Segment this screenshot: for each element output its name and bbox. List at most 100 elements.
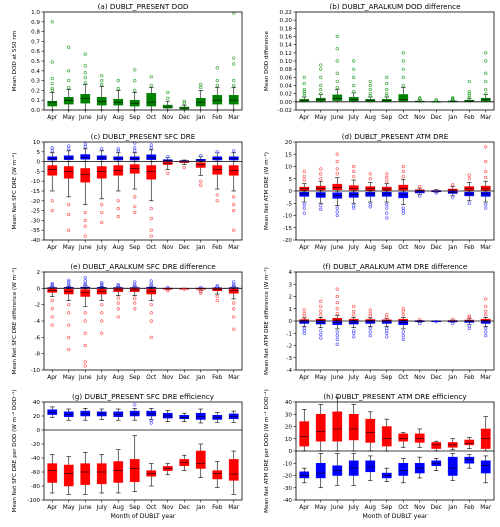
flier-point: [401, 313, 405, 317]
box-blue: [96, 155, 107, 160]
flier-point: [434, 98, 438, 102]
y-tick-label: 0.18: [280, 26, 293, 32]
flier-point: [215, 78, 219, 83]
flier-point: [100, 74, 104, 78]
box-red: [480, 185, 491, 191]
x-tick-label: Apr: [299, 245, 310, 251]
x-tick-label: Apr: [47, 375, 58, 381]
box-red: [299, 421, 310, 447]
x-tick-label: Jan: [195, 245, 205, 251]
flier-point: [83, 142, 87, 146]
flier-point: [335, 167, 339, 171]
flier-point: [335, 34, 339, 39]
x-tick-label: Aug: [365, 115, 377, 121]
box-green: [162, 104, 173, 109]
box-red: [129, 459, 140, 483]
box-red: [47, 288, 58, 293]
box-blue: [80, 410, 91, 417]
flier-point: [199, 154, 203, 158]
box-green: [146, 93, 157, 107]
x-tick-label: Sep: [129, 115, 140, 121]
flier-point: [484, 79, 488, 84]
flier-point: [199, 85, 203, 90]
flier-point: [352, 169, 356, 173]
y-tick-label: -15: [283, 226, 293, 232]
y-tick-label: 0.9: [31, 20, 40, 26]
flier-point: [319, 167, 323, 171]
box-blue: [398, 321, 409, 325]
y-tick-label: -35: [31, 228, 41, 234]
x-tick-label: Mar: [480, 245, 492, 251]
y-tick-label: 10: [285, 165, 293, 171]
flier-point: [484, 145, 488, 149]
x-tick-label: Apr: [299, 115, 310, 121]
flier-point: [302, 174, 306, 178]
flier-point: [335, 71, 339, 75]
flier-point: [302, 87, 306, 92]
panel-g: (g) DUBLT_PRESENT SFC DRE efficiency -100…: [11, 390, 243, 520]
flier-point: [467, 94, 471, 98]
flier-point: [385, 81, 389, 86]
flier-point: [232, 203, 236, 207]
flier-point: [50, 298, 54, 303]
box-blue: [63, 155, 74, 160]
box-red: [464, 439, 475, 446]
flier-point: [133, 88, 137, 92]
y-tick-label: -10: [31, 179, 41, 185]
y-tick-label: 0: [288, 189, 292, 195]
flier-point: [50, 315, 54, 319]
flier-point: [83, 210, 87, 215]
x-tick-label: Oct: [146, 245, 157, 251]
flier-point: [451, 195, 455, 199]
axes-frame: [43, 11, 243, 111]
y-tick-label: 2: [36, 270, 40, 276]
x-tick-label: Feb: [464, 505, 475, 511]
flier-point: [335, 334, 339, 338]
x-tick-label: Sep: [129, 245, 140, 251]
flier-point: [484, 206, 488, 210]
flier-point: [467, 90, 471, 94]
y-tick-label: -5: [34, 169, 40, 175]
flier-point: [116, 283, 120, 287]
x-tick-label: Sep: [129, 505, 140, 511]
flier-point: [484, 59, 488, 63]
box-blue: [129, 410, 140, 417]
x-tick-label: July: [348, 115, 360, 121]
axes-frame: [43, 401, 243, 501]
flier-point: [319, 313, 323, 317]
x-tick-label: Mar: [480, 505, 492, 511]
flier-point: [149, 228, 153, 232]
y-tick-label: -100: [27, 498, 40, 504]
box-red: [195, 450, 206, 469]
x-tick-label: Apr: [47, 505, 58, 511]
y-axis-label: Mean DOD difference: [264, 30, 270, 90]
flier-point: [166, 155, 170, 159]
panel-title: (d) DUBLT_PRESENT ATM DRE: [342, 132, 449, 141]
flier-point: [100, 210, 104, 215]
flier-point: [401, 51, 405, 55]
flier-point: [467, 177, 471, 181]
flier-point: [484, 304, 488, 308]
y-tick-label: 0.22: [280, 10, 292, 16]
box-blue: [299, 191, 310, 197]
y-tick-label: 40: [33, 400, 41, 406]
x-tick-label: Mar: [228, 115, 240, 121]
x-axis-label: Month of DUBLT year: [363, 513, 428, 520]
y-tick-label: 3: [288, 282, 292, 288]
flier-point: [418, 184, 422, 189]
flier-point: [67, 311, 71, 315]
flier-point: [467, 326, 471, 330]
box-red: [179, 459, 190, 466]
flier-point: [319, 92, 323, 96]
box-red: [96, 288, 107, 295]
flier-point: [215, 83, 219, 88]
flier-point: [50, 20, 54, 24]
flier-point: [100, 220, 104, 224]
flier-point: [302, 202, 306, 207]
y-tick-label: 0.02: [280, 92, 292, 98]
box-blue: [398, 463, 409, 476]
panel-c: (c) DUBLT_PRESENT SFC DRE -40 -35 -30 -25 -20…: [11, 132, 243, 251]
flier-point: [319, 304, 323, 308]
flier-point: [83, 52, 87, 56]
box-blue: [228, 413, 239, 420]
